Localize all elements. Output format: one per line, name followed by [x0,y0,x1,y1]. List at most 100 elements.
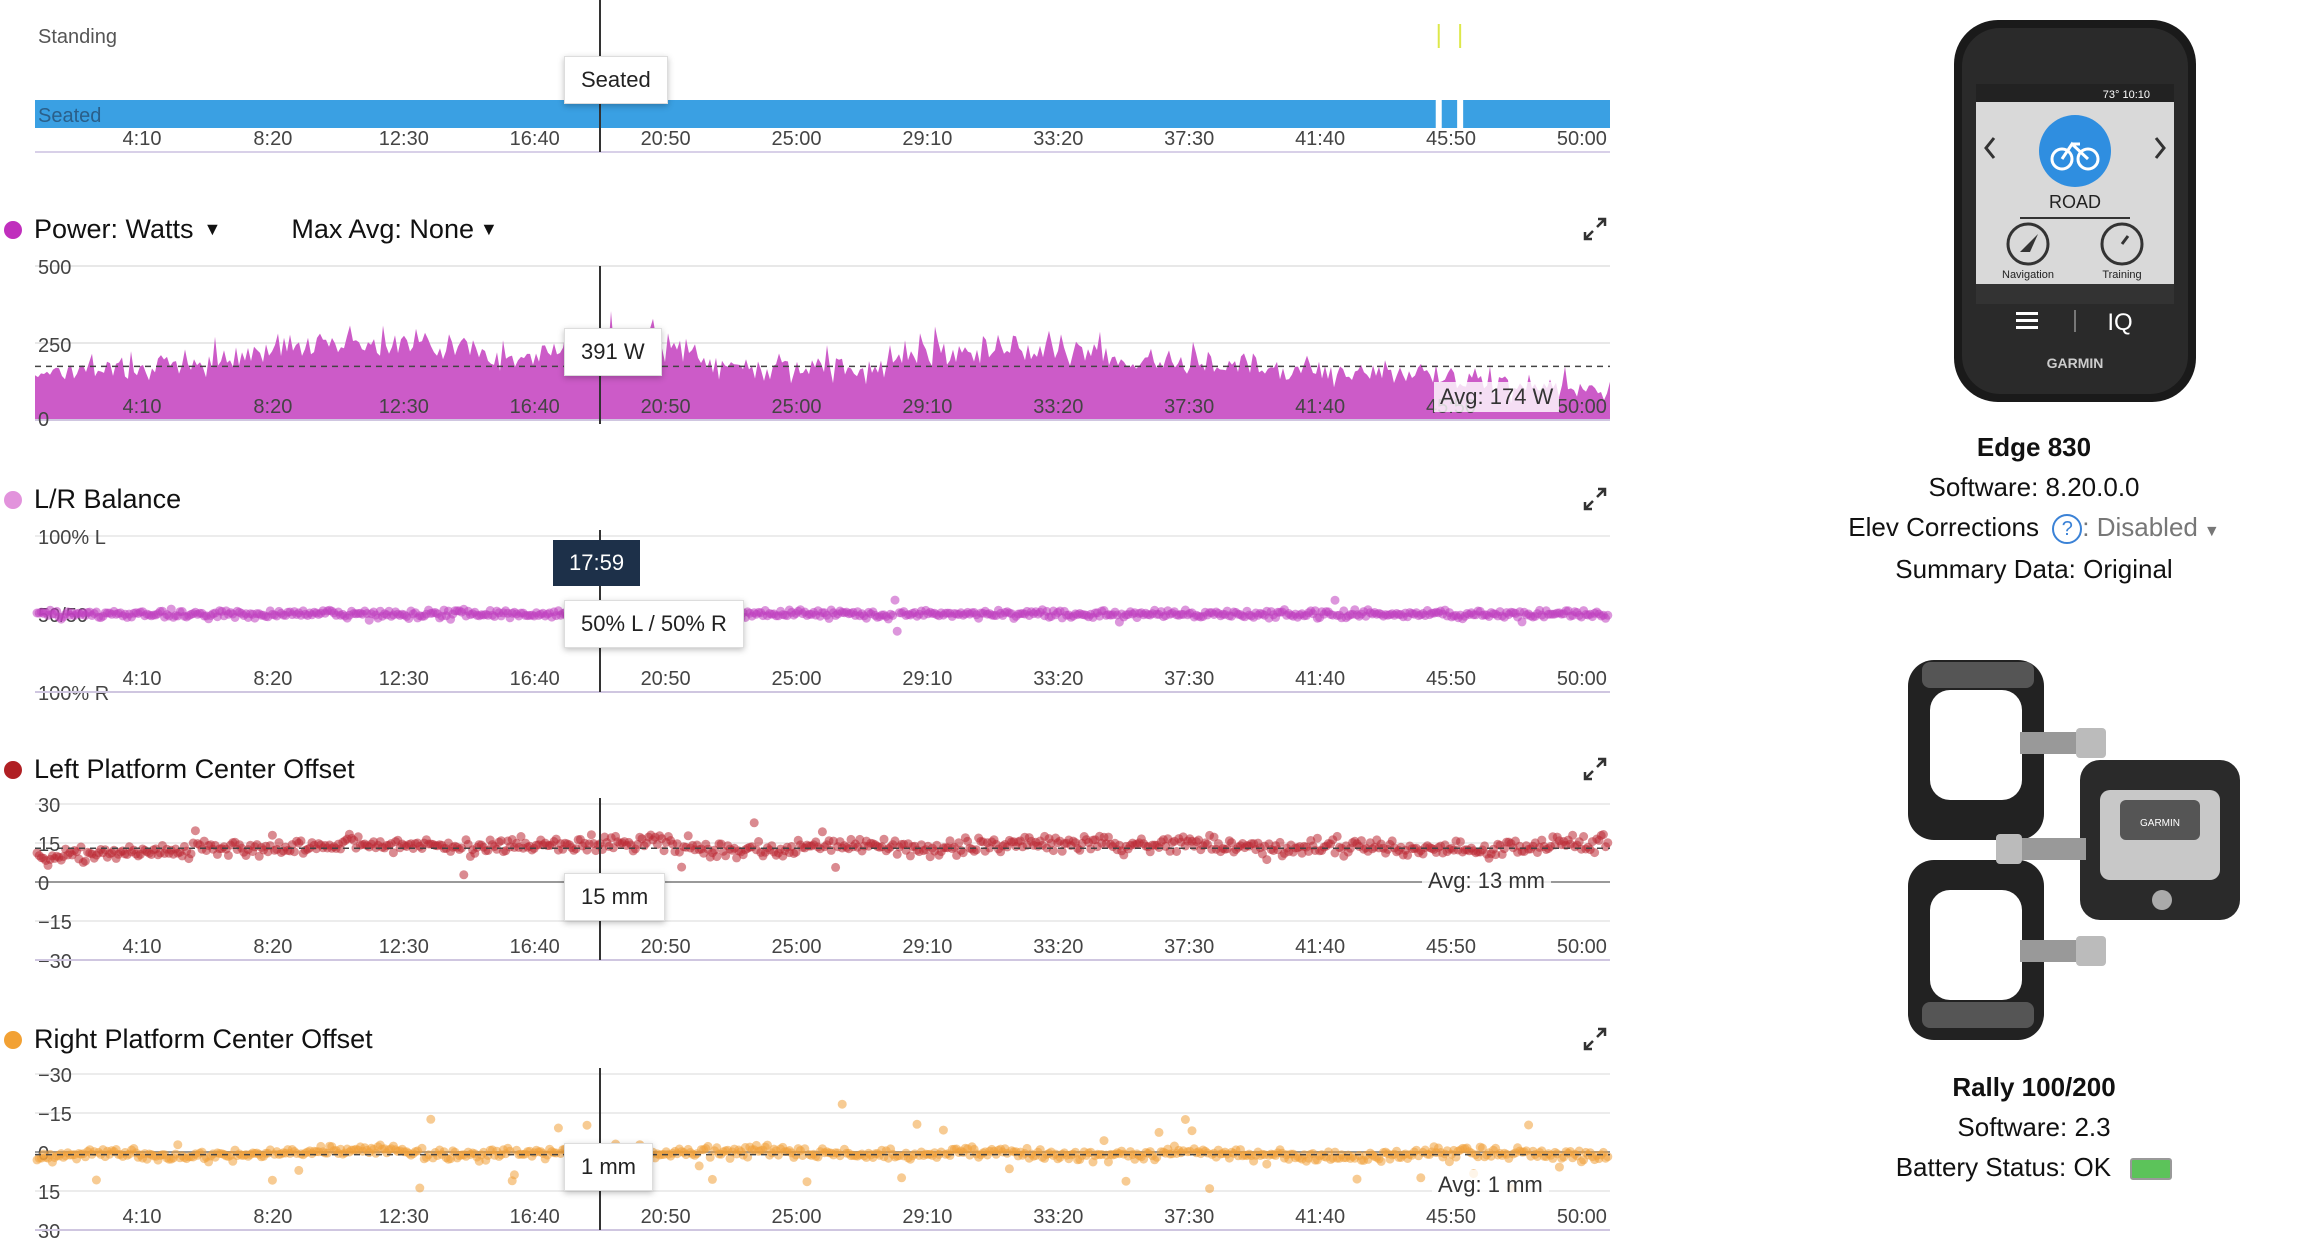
data-point [1568,830,1578,840]
help-icon[interactable]: ? [2052,514,2083,545]
data-point [1103,832,1113,842]
y-tick-label: 30 [38,795,60,817]
x-tick-label: 33:20 [1033,396,1083,418]
data-point [749,818,759,828]
data-point [905,851,915,861]
power-plot[interactable]: 500 250 0 4:10 8:20 12:30 16:40 20:50 25:00 29:10… [0,250,1640,440]
data-point [457,843,467,853]
device-iq-text: IQ [2107,309,2132,336]
y-tick-label: 100% R [38,683,109,705]
lr-plot[interactable]: 100% L50/50100% R4:108:2012:3016:4020:50… [0,520,1640,710]
x-tick-label: 45:50 [1426,936,1476,958]
data-point [1579,832,1589,841]
expand-icon[interactable] [1582,1026,1608,1052]
data-point [1356,836,1366,846]
x-tick-label: 12:30 [379,936,429,958]
data-point [1416,1173,1426,1183]
time-tooltip: 17:59 [553,540,641,586]
x-tick-label: 50:00 [1557,668,1607,690]
x-tick-label: 45:50 [1426,1206,1476,1228]
data-point [1121,1176,1131,1186]
x-tick-label: 20:50 [641,396,691,418]
data-point [1227,838,1237,848]
data-point [223,850,233,860]
data-point [1187,1126,1197,1136]
expand-icon[interactable] [1582,756,1608,782]
x-tick-label: 41:40 [1295,668,1345,690]
y-tick-label: −30 [38,1065,72,1087]
data-point [459,870,469,880]
x-tick-label: 50:00 [1557,128,1607,150]
data-point [1262,1159,1272,1169]
left-title-text: Left Platform Center Offset [34,754,355,784]
data-point [1330,595,1340,605]
data-point [274,838,284,848]
right-legend-dot [4,1030,22,1049]
lr-legend-dot [4,490,22,509]
x-tick-label: 33:20 [1033,936,1083,958]
x-tick-label: 41:40 [1295,396,1345,418]
data-point [267,830,277,840]
data-point [190,826,200,836]
x-tick-label: 45:50 [1426,668,1476,690]
max-avg-dropdown[interactable]: Max Avg: None [291,214,474,244]
data-point [1480,841,1490,851]
x-tick-label: 29:10 [902,128,952,150]
x-tick-label: 41:40 [1295,1206,1345,1228]
x-tick-label: 12:30 [379,668,429,690]
x-tick-label: 50:00 [1557,396,1607,418]
data-point [1603,610,1613,620]
x-tick-label: 12:30 [379,396,429,418]
data-point [912,1119,922,1129]
rally-pedals-image: GARMIN [1908,660,2240,1040]
data-point [1444,1157,1454,1167]
device-panel: 73° 10:10 ROAD Navigation Training IQ GA… [1760,0,2308,1248]
left-pco-plot[interactable]: 30 15 0 −15 −30 4:10 8:20 12:30 16:40 20:50 25:00 2… [0,790,1640,980]
power-title-text[interactable]: Power: Watts [34,214,194,244]
device-brand-text: GARMIN [2047,355,2104,371]
x-tick-label: 37:30 [1164,396,1214,418]
data-point [446,1154,456,1164]
data-point [173,1140,183,1150]
chevron-down-icon[interactable]: ▼ [203,219,222,239]
data-point [1517,617,1527,627]
seated-bar [35,100,1610,128]
data-point [677,862,687,872]
elev-value[interactable]: : Disabled [2082,512,2198,542]
x-tick-label: 16:40 [510,936,560,958]
position-tooltip: Seated [564,56,668,104]
x-tick-label: 16:40 [510,1206,560,1228]
expand-icon[interactable] [1582,216,1608,242]
right-pco-plot[interactable]: −30−15015304:108:2012:3016:4020:5025:002… [0,1060,1640,1248]
data-point [1477,1143,1487,1153]
data-point [254,851,264,861]
x-tick-label: 33:20 [1033,128,1083,150]
y-tick-label: 0 [38,409,49,431]
lr-title: L/R Balance [4,484,181,515]
data-point [743,1152,753,1162]
x-tick-label: 25:00 [771,1206,821,1228]
chevron-down-icon[interactable]: ▼ [479,219,498,239]
x-tick-label: 8:20 [253,396,292,418]
x-tick-label: 45:50 [1426,128,1476,150]
data-point [712,852,722,862]
x-tick-label: 20:50 [641,668,691,690]
data-point [817,827,827,837]
x-tick-label: 25:00 [771,936,821,958]
pedal-brand-text: GARMIN [2140,818,2180,829]
data-point [509,1170,519,1180]
data-point [582,1120,592,1130]
data-point [1603,838,1613,848]
data-point [1205,1184,1215,1194]
power-area [35,311,1610,420]
x-tick-label: 29:10 [902,1206,952,1228]
position-plot[interactable]: Seated 4:10 8:20 12:30 16:40 20:50 25:00 29:10 3… [0,0,1640,160]
data-point [762,1140,772,1150]
data-point [553,1123,563,1133]
chevron-down-icon[interactable]: ▼ [2203,523,2220,540]
data-point [1403,850,1413,860]
expand-icon[interactable] [1582,486,1608,512]
data-point [1554,1162,1564,1172]
data-point [958,848,968,858]
right-tooltip: 1 mm [564,1143,653,1191]
